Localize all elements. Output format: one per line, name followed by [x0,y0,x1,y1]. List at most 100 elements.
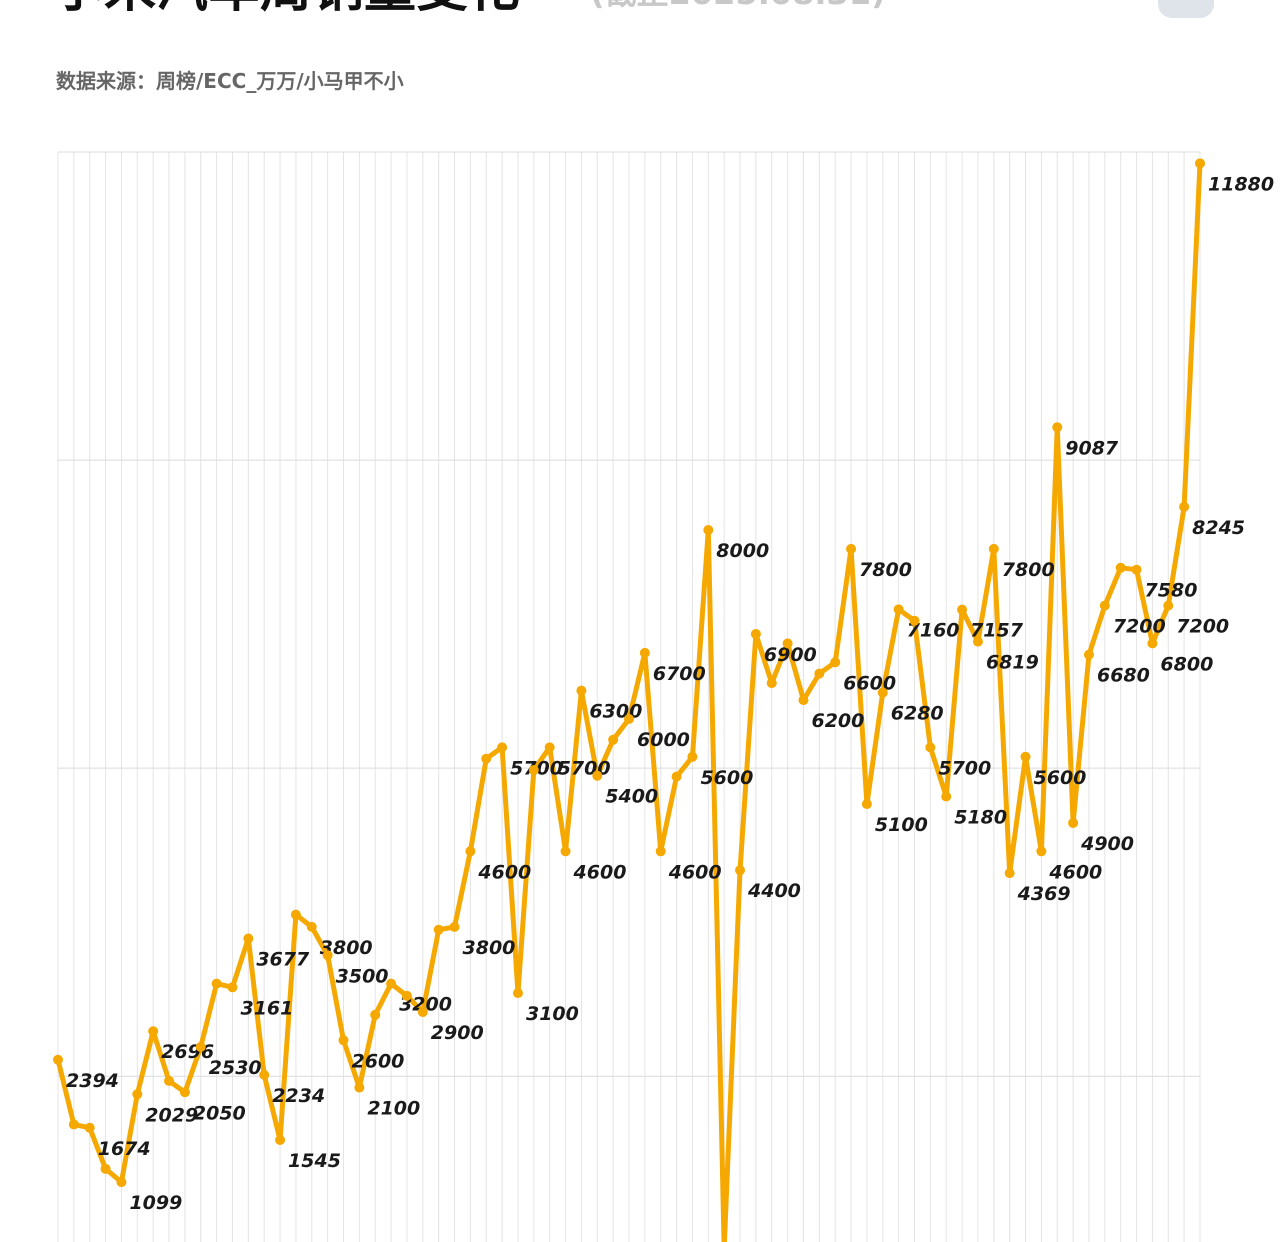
point [53,1054,63,1065]
value-label: 8000 [716,540,769,562]
point [481,753,492,764]
point [148,1026,159,1037]
point [941,791,952,802]
value-label: 6000 [637,729,690,751]
point [528,765,539,776]
point [655,846,666,857]
value-label: 4600 [668,861,722,883]
value-label: 3500 [336,965,389,987]
plot: 2394 1674 1099 2029 2696 2050 2530 3161 3677 2234… [53,158,1274,1242]
source-note: 数据来源：周榜/ECC_万万/小马甲不小 [56,69,404,93]
value-label: 3800 [463,937,516,959]
point [164,1075,175,1086]
point [449,921,460,932]
point [893,604,904,615]
point [417,1006,428,1017]
value-label: 2394 [66,1070,119,1092]
point [1195,158,1205,169]
point [592,770,603,781]
point [259,1069,270,1080]
point [401,990,412,1001]
value-label: 6300 [589,701,642,723]
point [830,657,841,668]
value-label: 5180 [954,806,1007,828]
value-label: 7580 [1145,580,1198,602]
point [465,846,476,857]
value-label: 11880 [1208,173,1274,195]
value-label: 5100 [875,814,928,836]
value-label: 3200 [399,994,452,1016]
point [814,668,825,679]
point [386,978,397,989]
value-label: 7157 [970,620,1024,642]
value-label: 7200 [1176,616,1229,638]
value-label: 4600 [477,861,531,883]
point [1083,649,1094,660]
point [1147,638,1158,649]
value-label: 5700 [938,757,991,779]
value-label: 9087 [1065,437,1119,459]
point [433,924,444,935]
point [846,543,857,554]
value-label: 2900 [431,1022,484,1044]
value-label: 4400 [747,880,801,902]
point [179,1087,190,1098]
point [624,714,634,724]
value-label: 5600 [1034,767,1087,789]
point [1004,868,1015,879]
point [957,604,968,615]
value-label: 3161 [240,997,293,1019]
icon [1158,0,1214,18]
value-label: 1099 [129,1192,182,1214]
value-label: 2029 [145,1104,198,1126]
point [290,909,301,920]
point [750,628,761,639]
point [354,1082,365,1093]
point [227,982,238,993]
value-label: 2050 [193,1102,246,1124]
point [1020,751,1031,762]
value-label: 7160 [907,619,960,641]
point [782,638,793,649]
point [211,978,222,989]
value-label: 1545 [288,1150,341,1172]
value-label: 6700 [653,663,706,685]
point [370,1009,381,1020]
point [68,1119,79,1130]
value-label: 6680 [1097,665,1150,687]
point [1163,600,1174,611]
point [909,615,920,626]
point [671,771,682,782]
point [100,1163,111,1174]
value-label: 1674 [98,1138,151,1160]
point [1179,501,1190,512]
point [1131,564,1142,575]
point [687,751,698,762]
value-label: 4600 [1048,861,1102,883]
value-label: 3677 [256,949,310,971]
value-label: 2100 [367,1098,420,1120]
value-label: 7800 [1002,559,1055,581]
value-label: 8245 [1192,517,1245,539]
chart-title: 小米汽车周销量变化 [52,0,520,19]
value-label: 3800 [320,937,373,959]
point [608,734,619,745]
point [1115,562,1126,573]
value-label: 2234 [272,1085,325,1107]
point [576,685,587,696]
point [544,742,555,753]
value-label: 2530 [209,1057,262,1079]
value-label: 4369 [1017,883,1071,905]
point [766,678,777,689]
point [972,636,983,647]
value-label: 5700 [558,757,611,779]
point [925,742,936,753]
value-label: 6800 [1160,653,1213,675]
point [988,543,999,554]
value-label: 7800 [859,559,912,581]
value-label: 6600 [843,672,896,694]
value-label: 5600 [700,767,753,789]
point [132,1089,143,1100]
